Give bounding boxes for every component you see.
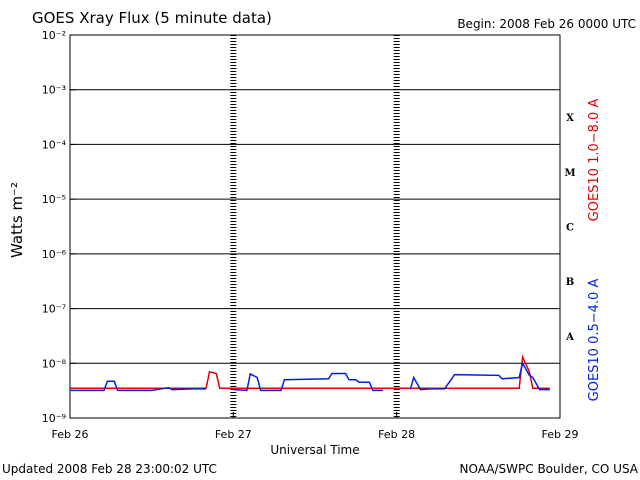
series-line	[70, 361, 550, 392]
x-tick-label: Feb 27	[215, 428, 252, 441]
legend-entry: GOES10 0.5−4.0 A	[587, 279, 602, 402]
legend-entry: GOES10 1.0−8.0 A	[587, 99, 602, 222]
y-tick-label: 10⁻⁹	[42, 412, 66, 425]
flare-class-label: X	[566, 113, 574, 124]
x-tick-label: Feb 29	[542, 428, 579, 441]
flare-class-label: C	[566, 223, 574, 234]
flare-class-label: B	[566, 277, 574, 288]
y-tick-label: 10⁻³	[42, 84, 66, 97]
y-tick-label: 10⁻⁷	[42, 303, 66, 316]
y-axis-label: Watts m⁻²	[8, 182, 26, 258]
y-tick-label: 10⁻⁴	[42, 138, 67, 151]
credit: NOAA/SWPC Boulder, CO USA	[460, 462, 639, 476]
flare-class-label: M	[564, 168, 575, 179]
series-line	[70, 354, 550, 389]
flare-class-label: A	[565, 332, 574, 343]
x-axis-label: Universal Time	[270, 443, 359, 457]
y-tick-label: 10⁻⁸	[42, 357, 67, 370]
y-tick-label: 10⁻⁶	[42, 248, 67, 261]
begin-time: Begin: 2008 Feb 26 0000 UTC	[457, 17, 636, 31]
x-tick-label: Feb 28	[378, 428, 415, 441]
x-tick-label: Feb 26	[52, 428, 89, 441]
chart-title: GOES Xray Flux (5 minute data)	[32, 9, 272, 27]
y-tick-label: 10⁻²	[42, 29, 66, 42]
y-tick-label: 10⁻⁵	[42, 193, 66, 206]
updated-time: Updated 2008 Feb 28 23:00:02 UTC	[2, 462, 217, 476]
